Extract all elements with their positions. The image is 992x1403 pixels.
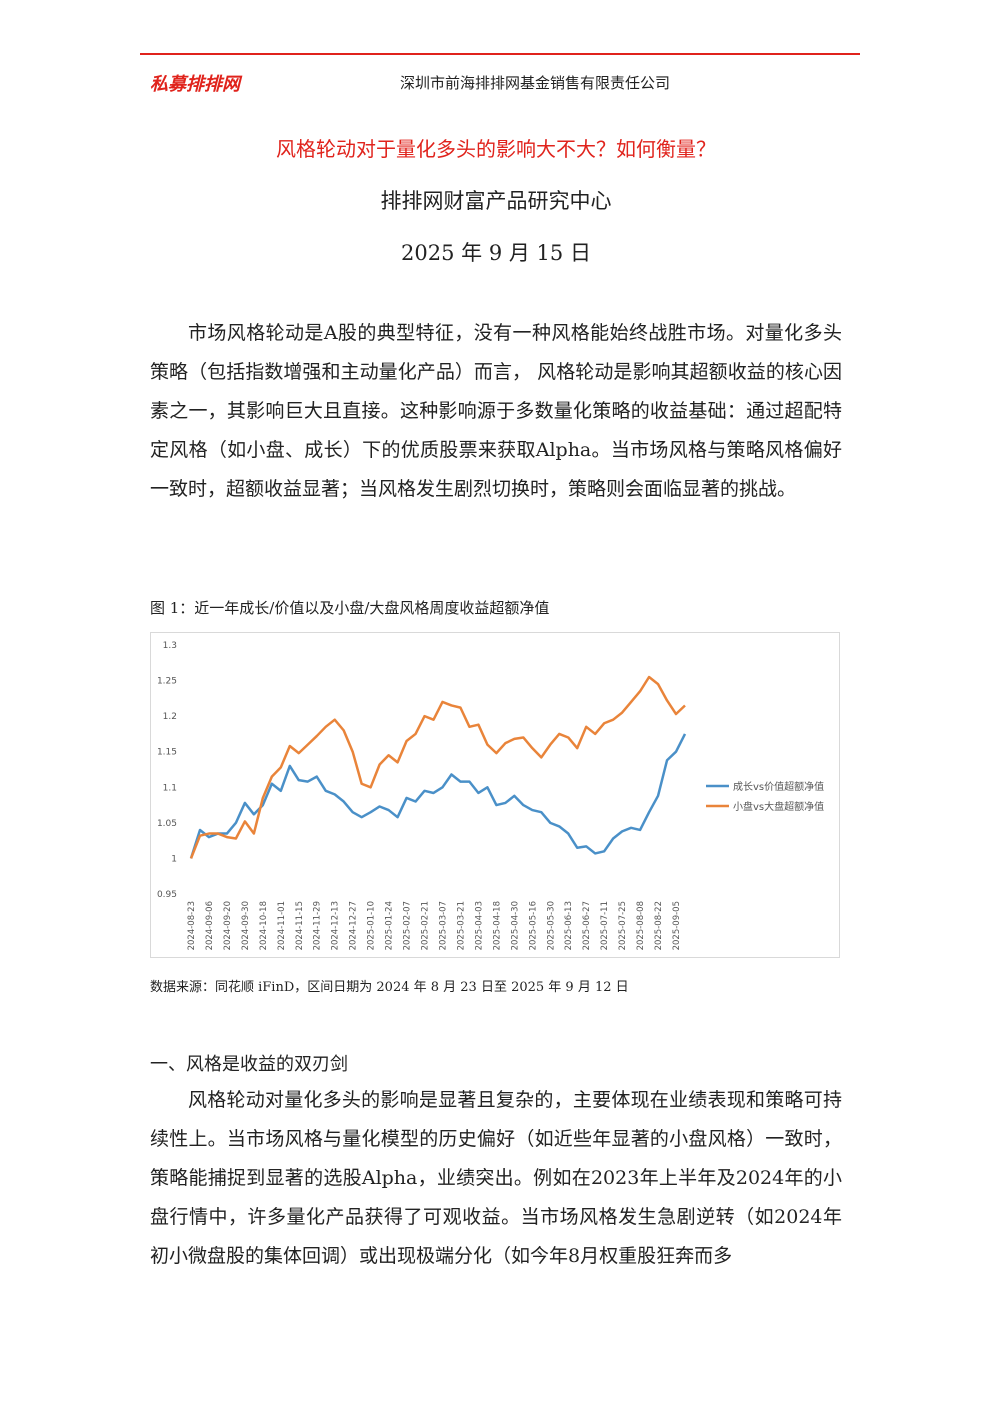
legend-label: 小盘vs大盘超额净值 (733, 800, 824, 813)
paragraph: 风格轮动对量化多头的影响是显著且复杂的，主要体现在业绩表现和策略可持续性上。当市… (150, 1089, 842, 1267)
x-tick-label: 2025-04-30 (510, 901, 520, 950)
title: 风格轮动对于量化多头的影响大不大？如何衡量？ (276, 137, 716, 161)
x-tick-label: 2025-01-24 (385, 901, 395, 950)
x-tick-label: 2025-03-07 (438, 901, 448, 950)
chart: 0.95 1 1.05 1.1 1.15 1.2 1.25 1.3 2024-08-23 2024… (150, 632, 840, 958)
y-tick-label: 1.15 (157, 748, 177, 758)
section-heading: 一、风格是收益的双刃剑 (150, 1054, 348, 1075)
legend-label: 成长vs价值超额净值 (733, 780, 824, 793)
x-tick-label: 2025-04-03 (474, 901, 484, 950)
x-tick-label: 2025-07-11 (600, 901, 610, 950)
paragraph: 市场风格轮动是A股的典型特征，没有一种风格能始终战胜市场。对量化多头策略（包括指… (150, 322, 842, 500)
figure-caption: 图 1：近一年成长/价值以及小盘/大盘风格周度收益超额净值 (150, 599, 550, 617)
x-tick-label: 2025-05-16 (528, 901, 538, 950)
x-tick-label: 2025-08-22 (654, 901, 664, 950)
x-tick-label: 2025-04-18 (492, 901, 502, 950)
x-tick-label: 2024-11-29 (313, 901, 323, 950)
x-tick-label: 2025-06-13 (564, 901, 574, 950)
y-tick-label: 1.25 (157, 677, 177, 687)
x-tick-label: 2024-08-23 (187, 901, 197, 950)
y-tick-label: 1.3 (163, 641, 177, 651)
x-tick-label: 2025-01-10 (367, 901, 377, 950)
x-tick-label: 2025-05-30 (546, 901, 556, 950)
date: 2025 年 9 月 15 日 (401, 241, 591, 265)
x-tick-label: 2024-09-20 (223, 901, 233, 950)
x-tick-label: 2024-11-15 (295, 901, 305, 950)
x-tick-label: 2025-06-27 (582, 901, 592, 950)
logo: 私募排排网 (150, 74, 240, 95)
y-tick-label: 1.05 (157, 819, 177, 829)
x-tick-label: 2025-09-05 (672, 901, 682, 950)
y-tick-label: 0.95 (157, 890, 177, 900)
line-series (189, 675, 686, 859)
x-tick-label: 2025-02-21 (421, 901, 431, 950)
x-tick-label: 2024-10-18 (259, 901, 269, 950)
x-tick-label: 2024-12-13 (331, 901, 341, 950)
y-tick-label: 1.2 (163, 712, 177, 722)
x-tick-label: 2025-02-07 (403, 901, 413, 950)
y-tick-label: 1.1 (163, 783, 177, 793)
x-tick-label: 2025-07-25 (618, 901, 628, 950)
figure-source: 数据来源：同花顺 iFinD，区间日期为 2024 年 8 月 23 日至 20… (150, 980, 629, 995)
x-tick-label: 2025-08-08 (636, 901, 646, 950)
x-tick-label: 2025-03-21 (456, 901, 466, 950)
x-tick-label: 2024-09-06 (205, 901, 215, 950)
x-tick-label: 2024-12-27 (349, 901, 359, 950)
header-rule (140, 53, 860, 55)
company: 深圳市前海排排网基金销售有限责任公司 (400, 74, 671, 92)
x-tick-label: 2024-11-01 (277, 901, 287, 950)
line-series (189, 733, 687, 859)
author: 排排网财富产品研究中心 (380, 189, 612, 213)
y-tick-label: 1 (171, 854, 177, 864)
x-tick-label: 2024-09-30 (241, 901, 251, 950)
